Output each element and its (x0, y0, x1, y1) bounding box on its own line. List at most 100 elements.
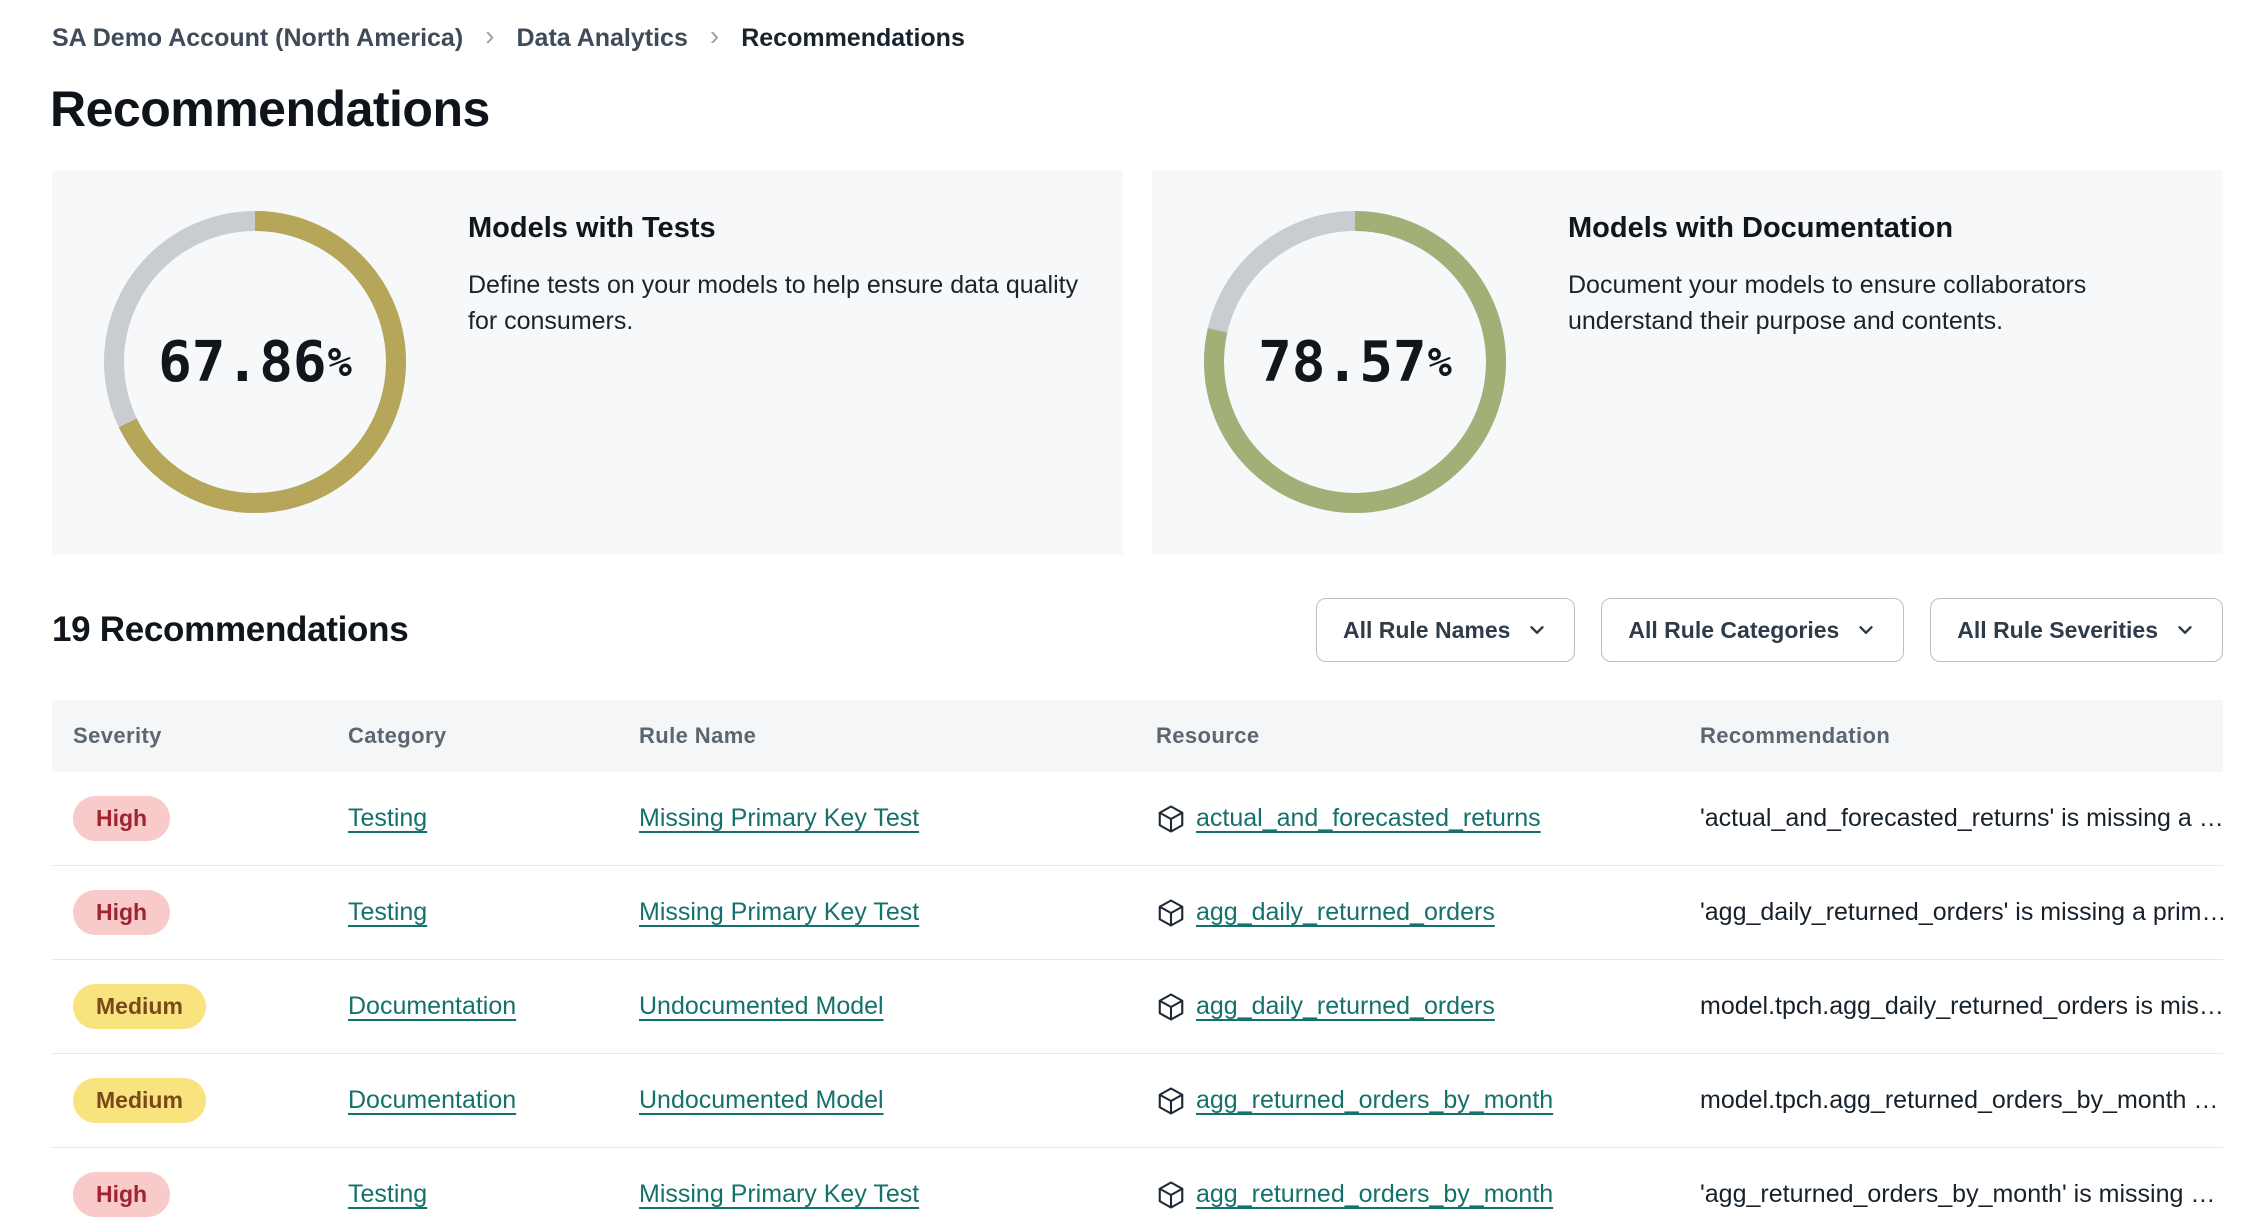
model-cube-icon (1158, 1180, 1184, 1209)
category-cell: Testing (348, 804, 639, 833)
rule-name-link[interactable]: Undocumented Model (639, 1086, 884, 1114)
resource-link[interactable]: agg_daily_returned_orders (1196, 992, 1495, 1020)
filter-all-rule-severities[interactable]: All Rule Severities (1930, 598, 2223, 662)
severity-cell: High (73, 890, 348, 935)
chevron-right-icon: › (709, 20, 720, 51)
documentation-percentage-value: 78.57% (1194, 201, 1516, 523)
rule-name-link[interactable]: Undocumented Model (639, 992, 884, 1020)
documentation-card-description: Document your models to ensure collabora… (1568, 271, 2087, 336)
tests-percentage-value: 67.86% (94, 201, 416, 523)
table-row: High Testing Missing Primary Key Test ag… (52, 1148, 2223, 1220)
recommendation-cell: model.tpch.agg_daily_returned_orders is … (1700, 992, 2223, 1021)
severity-badge: High (73, 1172, 171, 1217)
breadcrumb-account-link[interactable]: SA Demo Account (North America) (52, 23, 464, 52)
rule-name-cell: Undocumented Model (639, 1086, 1156, 1115)
model-cube-icon (1158, 898, 1184, 927)
resource-cell: agg_daily_returned_orders (1156, 992, 1700, 1022)
recommendation-cell: 'agg_returned_orders_by_month' is missin… (1700, 1180, 2223, 1209)
severity-cell: Medium (73, 984, 348, 1029)
rule-name-cell: Undocumented Model (639, 992, 1156, 1021)
category-cell: Documentation (348, 1086, 639, 1115)
percent-sign: % (1427, 338, 1452, 386)
category-cell: Testing (348, 898, 639, 927)
category-link[interactable]: Documentation (348, 992, 517, 1020)
filter-all-rule-names[interactable]: All Rule Names (1315, 598, 1576, 662)
category-link[interactable]: Testing (348, 804, 428, 832)
breadcrumb: SA Demo Account (North America) › Data A… (52, 20, 2248, 54)
percent-number: 67.86 (158, 329, 327, 395)
table-row: Medium Documentation Undocumented Model … (52, 960, 2223, 1054)
breadcrumb-project-link[interactable]: Data Analytics (516, 23, 688, 52)
rule-name-cell: Missing Primary Key Test (639, 1180, 1156, 1209)
recommendations-table: Severity Category Rule Name Resource Rec… (52, 700, 2223, 1220)
chevron-down-icon (1859, 626, 1873, 634)
recommendation-text: 'agg_daily_returned_orders' is missing a… (1700, 898, 2223, 926)
category-link[interactable]: Testing (348, 1180, 428, 1208)
model-cube-icon (1158, 804, 1184, 833)
page-title: Recommendations (50, 81, 490, 137)
rule-name-cell: Missing Primary Key Test (639, 804, 1156, 833)
resource-link[interactable]: agg_returned_orders_by_month (1196, 1086, 1554, 1114)
donut-svg (104, 211, 406, 513)
resource-cell: actual_and_forecasted_returns (1156, 804, 1700, 834)
models-with-documentation-card: 78.57% Models with Documentation Documen… (1152, 170, 2223, 554)
table-body: High Testing Missing Primary Key Test ac… (52, 772, 2223, 1220)
resource-cell: agg_returned_orders_by_month (1156, 1180, 1700, 1210)
rule-name-link[interactable]: Missing Primary Key Test (639, 1180, 920, 1208)
recommendation-cell: 'actual_and_forecasted_returns' is missi… (1700, 804, 2223, 833)
table-row: High Testing Missing Primary Key Test ac… (52, 772, 2223, 866)
rule-name-link[interactable]: Missing Primary Key Test (639, 804, 920, 832)
filter-label: All Rule Severities (1957, 616, 2158, 643)
filter-label: All Rule Names (1342, 616, 1511, 643)
documentation-card-text: Models with Documentation Document your … (1568, 170, 2183, 340)
breadcrumb-current-page: Recommendations (741, 23, 965, 52)
category-cell: Testing (348, 1180, 639, 1209)
percent-number: 78.57 (1258, 329, 1427, 395)
table-row: Medium Documentation Undocumented Model … (52, 1054, 2223, 1148)
column-header-recommendation: Recommendation (1700, 723, 1891, 748)
model-cube-icon (1158, 992, 1184, 1021)
rule-name-link[interactable]: Missing Primary Key Test (639, 898, 920, 926)
stat-cards: 67.86% Models with Tests Define tests on… (52, 170, 2223, 554)
resource-link[interactable]: actual_and_forecasted_returns (1196, 804, 1541, 832)
resource-cell: agg_daily_returned_orders (1156, 898, 1700, 928)
recommendations-count-title: 19 Recommendations (52, 610, 409, 649)
documentation-donut-chart: 78.57% (1194, 201, 1516, 523)
chevron-right-icon: › (485, 20, 495, 51)
column-header-category: Category (348, 723, 447, 748)
filter-label: All Rule Categories (1628, 616, 1840, 643)
recommendation-text: 'actual_and_forecasted_returns' is missi… (1700, 804, 2223, 832)
recommendation-cell: 'agg_daily_returned_orders' is missing a… (1700, 898, 2223, 927)
rule-name-cell: Missing Primary Key Test (639, 898, 1156, 927)
resource-cell: agg_returned_orders_by_month (1156, 1086, 1700, 1116)
resource-link[interactable]: agg_daily_returned_orders (1196, 898, 1495, 926)
resource-link[interactable]: agg_returned_orders_by_month (1196, 1180, 1554, 1208)
recommendations-list-header: 19 Recommendations All Rule Names All Ru… (52, 598, 2223, 662)
filter-all-rule-categories[interactable]: All Rule Categories (1601, 598, 1905, 662)
severity-cell: High (73, 1172, 348, 1217)
donut-progress-arc (104, 211, 406, 513)
column-header-severity: Severity (73, 723, 162, 748)
severity-cell: High (73, 796, 348, 841)
column-header-resource: Resource (1156, 723, 1260, 748)
severity-badge: High (73, 796, 171, 841)
table-header-row: Severity Category Rule Name Resource Rec… (52, 700, 2223, 772)
recommendation-text: model.tpch.agg_daily_returned_orders is … (1700, 992, 2223, 1020)
category-cell: Documentation (348, 992, 639, 1021)
donut-svg (1204, 211, 1506, 513)
category-link[interactable]: Documentation (348, 1086, 517, 1114)
tests-card-title: Models with Tests (468, 212, 716, 244)
chevron-down-icon (2178, 626, 2192, 634)
donut-progress-arc (1204, 211, 1506, 513)
tests-donut-chart: 67.86% (94, 201, 416, 523)
severity-badge: Medium (73, 1078, 206, 1123)
model-cube-icon (1158, 1086, 1184, 1115)
filter-bar: All Rule Names All Rule Categories All R… (1315, 598, 2223, 662)
table-row: High Testing Missing Primary Key Test ag… (52, 866, 2223, 960)
severity-cell: Medium (73, 1078, 348, 1123)
tests-card-text: Models with Tests Define tests on your m… (468, 170, 1083, 340)
documentation-card-title: Models with Documentation (1568, 212, 1954, 244)
category-link[interactable]: Testing (348, 898, 428, 926)
recommendation-cell: model.tpch.agg_returned_orders_by_month … (1700, 1086, 2223, 1115)
column-header-rule-name: Rule Name (639, 723, 757, 748)
